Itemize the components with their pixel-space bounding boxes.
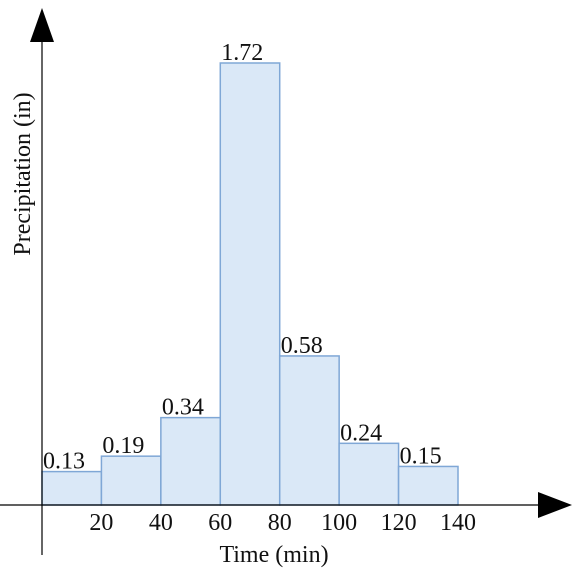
y-axis-arrow xyxy=(30,8,54,42)
x-tick-label-120: 120 xyxy=(381,510,417,536)
bar-value-label-1: 0.13 xyxy=(43,449,85,475)
bar-7 xyxy=(397,465,459,506)
x-axis-arrow xyxy=(538,492,572,518)
x-tick-label-100: 100 xyxy=(321,510,357,536)
x-axis-label: Time (min) xyxy=(219,542,328,568)
bar-value-label-5: 0.58 xyxy=(281,333,323,359)
x-tick-label-80: 80 xyxy=(268,510,292,536)
bars-layer xyxy=(41,62,459,506)
x-tick-label-60: 60 xyxy=(208,510,232,536)
x-tick-label-20: 20 xyxy=(89,510,113,536)
x-tick-label-40: 40 xyxy=(149,510,173,536)
bar-value-label-3: 0.34 xyxy=(162,395,204,421)
x-tick-label-140: 140 xyxy=(440,510,476,536)
bar-1 xyxy=(41,470,103,506)
axes-layer xyxy=(0,8,572,555)
bar-5 xyxy=(278,355,340,506)
labels-layer: 0.13 0.19 0.34 1.72 0.58 0.24 0.15 20 40 60 80 100 1… xyxy=(43,40,476,536)
bar-4 xyxy=(219,62,281,506)
bar-value-label-6: 0.24 xyxy=(340,420,382,446)
bar-value-label-4: 1.72 xyxy=(221,40,263,66)
bar-value-label-2: 0.19 xyxy=(102,433,144,459)
y-axis-label: Precipitation (in) xyxy=(10,92,36,255)
bar-3 xyxy=(160,416,222,506)
bar-2 xyxy=(100,455,162,506)
bar-value-label-7: 0.15 xyxy=(400,443,442,469)
bar-6 xyxy=(338,442,400,506)
